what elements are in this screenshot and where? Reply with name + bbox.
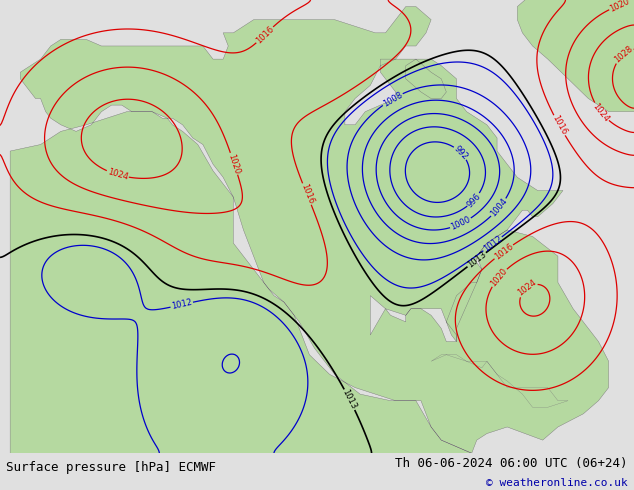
Polygon shape — [517, 0, 634, 112]
Text: 1024: 1024 — [591, 101, 611, 123]
Text: 1008: 1008 — [381, 90, 404, 108]
Text: 1016: 1016 — [493, 242, 515, 262]
Text: 1016: 1016 — [254, 24, 276, 46]
Text: 1028: 1028 — [612, 44, 634, 65]
Text: 1016: 1016 — [550, 114, 569, 137]
Text: 1024: 1024 — [107, 167, 129, 182]
Polygon shape — [431, 355, 568, 407]
Text: Surface pressure [hPa] ECMWF: Surface pressure [hPa] ECMWF — [6, 461, 216, 474]
Text: 1016: 1016 — [299, 183, 315, 205]
Text: 996: 996 — [465, 191, 482, 209]
Text: 1012: 1012 — [171, 298, 193, 311]
Text: Th 06-06-2024 06:00 UTC (06+24): Th 06-06-2024 06:00 UTC (06+24) — [395, 457, 628, 470]
Text: 1020: 1020 — [608, 0, 631, 14]
Text: 1024: 1024 — [516, 278, 538, 298]
Text: 1020: 1020 — [226, 152, 242, 175]
Text: © weatheronline.co.uk: © weatheronline.co.uk — [486, 478, 628, 489]
Text: 1013: 1013 — [465, 250, 488, 270]
Text: 1012: 1012 — [481, 234, 503, 254]
Text: 992: 992 — [452, 144, 470, 162]
Polygon shape — [10, 6, 609, 453]
Text: 1013: 1013 — [340, 388, 358, 411]
Text: 1000: 1000 — [450, 215, 472, 232]
Text: 1020: 1020 — [489, 267, 509, 288]
Text: 1004: 1004 — [489, 197, 509, 219]
